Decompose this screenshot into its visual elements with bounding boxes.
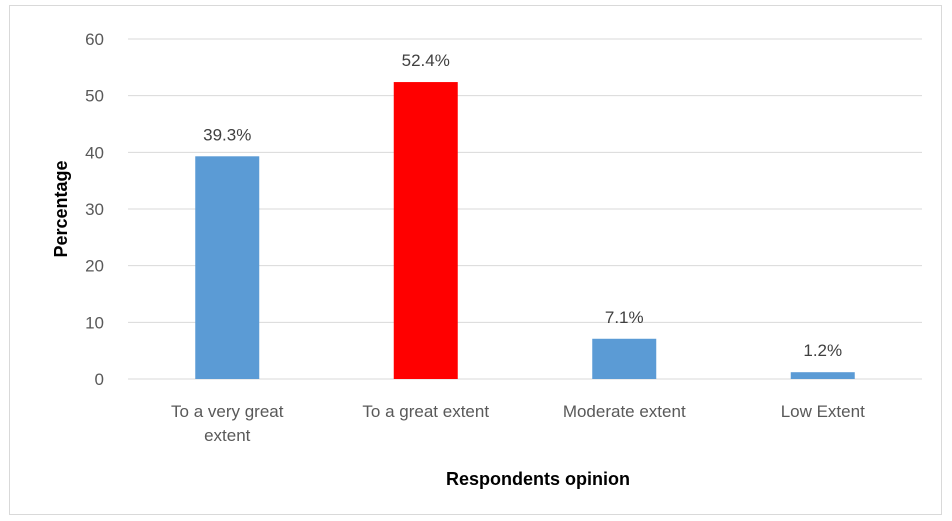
y-tick-label: 0: [95, 370, 104, 389]
data-label-2: 52.4%: [402, 51, 450, 70]
data-label-1: 39.3%: [203, 125, 251, 144]
data-label-3: 7.1%: [605, 308, 644, 327]
x-axis-ticks: To a very great extent To a great extent Mo…: [171, 402, 865, 445]
x-tick-label-3: Moderate extent: [563, 402, 686, 421]
bar-2: [393, 82, 458, 380]
gridlines: [128, 38, 922, 323]
bars: [195, 82, 855, 380]
y-tick-label: 30: [85, 200, 104, 219]
x-tick-label-1: To a very great extent: [171, 402, 284, 445]
bar-4: [790, 372, 855, 379]
y-axis-ticks: 0 10 20 30 40 50 60: [85, 30, 104, 389]
x-axis-title: Respondents opinion: [446, 469, 630, 489]
y-axis-title: Percentage: [51, 160, 71, 257]
y-tick-label: 20: [85, 257, 104, 276]
y-tick-label: 50: [85, 87, 104, 106]
data-labels: 39.3% 52.4% 7.1% 1.2%: [203, 51, 842, 360]
data-label-4: 1.2%: [803, 341, 842, 360]
bar-1: [195, 156, 260, 379]
chart-frame: [9, 5, 942, 515]
x-tick-label-2: To a great extent: [362, 402, 489, 421]
bar-3: [592, 338, 657, 379]
y-tick-label: 60: [85, 30, 104, 49]
y-tick-label: 40: [85, 143, 104, 162]
x-tick-label-4: Low Extent: [781, 402, 865, 421]
y-tick-label: 10: [85, 313, 104, 332]
